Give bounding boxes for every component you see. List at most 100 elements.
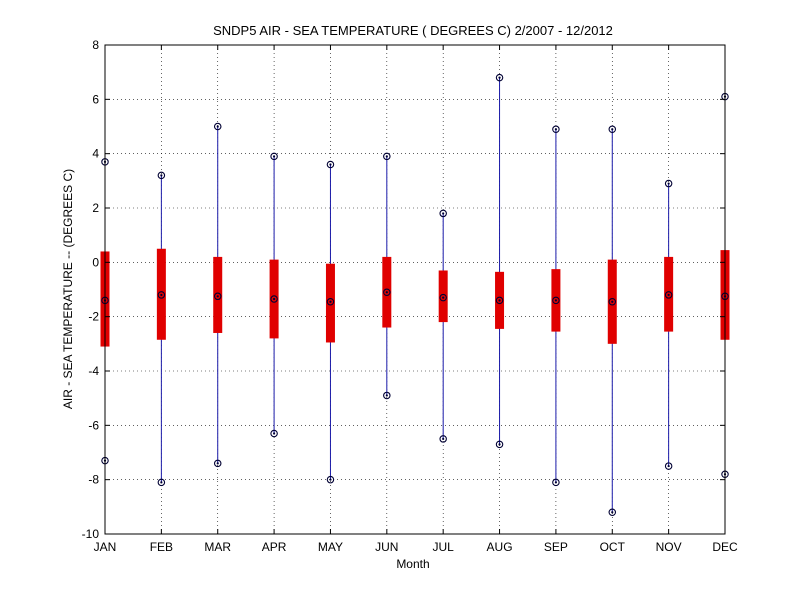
median-marker-dot (216, 295, 219, 298)
x-tick-label: MAR (204, 540, 231, 554)
y-tick-label: 0 (92, 255, 99, 269)
median-marker-dot (554, 299, 558, 302)
median-marker-dot (329, 300, 332, 303)
max-marker (157, 171, 166, 180)
max-marker (552, 125, 560, 133)
x-tick-label: JUN (375, 540, 398, 554)
median-marker-dot (442, 296, 445, 299)
min-marker-dot (442, 437, 445, 441)
axis-ticks: -10 -8 -6 -4 -2 0 2 4 6 8 JAN FEB MAR APR MAY JUN JUL AUG… (82, 38, 738, 554)
median-marker-dot (160, 293, 163, 297)
min-marker-dot (611, 511, 614, 514)
y-tick-label: -6 (88, 418, 99, 432)
min-marker (495, 440, 504, 449)
max-marker (213, 122, 222, 131)
x-tick-label: SEP (544, 540, 568, 554)
median-marker-dot (498, 299, 501, 302)
max-marker (495, 73, 504, 82)
x-tick-label: JUL (433, 540, 455, 554)
max-marker (439, 209, 447, 218)
boxplot-apr (269, 152, 279, 438)
y-tick-label: 8 (92, 38, 99, 52)
max-marker (608, 125, 617, 133)
min-marker (552, 478, 560, 487)
plot-area (100, 73, 730, 517)
iqr-box (438, 270, 448, 323)
median-marker (270, 295, 278, 303)
y-tick-label: 2 (92, 201, 99, 215)
y-tick-label: 4 (92, 147, 99, 161)
max-marker-dot (272, 155, 276, 158)
max-marker-dot (611, 128, 614, 131)
median-marker (213, 292, 222, 301)
x-tick-label: JAN (94, 540, 117, 554)
y-axis-label: AIR - SEA TEMPERATURE -- (DEGREES C) (61, 169, 75, 409)
boxplot-sep (551, 125, 561, 487)
y-tick-label: -2 (88, 310, 99, 324)
min-marker-dot (385, 394, 388, 397)
max-marker-dot (554, 128, 558, 131)
median-marker (157, 291, 166, 299)
x-tick-label: MAY (318, 540, 343, 554)
median-marker (326, 297, 335, 306)
boxplot-feb (156, 171, 166, 487)
max-marker-dot (385, 155, 388, 158)
y-tick-label: -10 (82, 527, 100, 541)
iqr-box (213, 256, 223, 333)
min-marker-dot (216, 462, 219, 465)
min-marker (157, 478, 166, 487)
median-marker-dot (385, 291, 388, 294)
min-marker (439, 435, 447, 443)
max-marker-dot (160, 174, 163, 177)
min-marker (383, 391, 391, 400)
boxplot-mar (213, 122, 223, 468)
boxplot-may (325, 160, 335, 484)
x-tick-label: DEC (712, 540, 738, 554)
median-marker (383, 288, 391, 296)
median-marker-dot (667, 293, 670, 297)
max-marker-dot (442, 212, 445, 215)
max-marker-dot (498, 76, 501, 79)
x-axis-label: Month (396, 557, 429, 571)
min-marker (608, 508, 617, 517)
max-marker (326, 160, 335, 169)
boxplot-oct (607, 125, 617, 517)
max-marker (270, 152, 278, 161)
y-tick-label: 6 (92, 92, 99, 106)
chart-title: SNDP5 AIR - SEA TEMPERATURE ( DEGREES C)… (213, 23, 613, 38)
min-marker-dot (498, 443, 501, 446)
min-marker-dot (554, 481, 558, 484)
max-marker-dot (329, 163, 332, 166)
x-tick-label: APR (262, 540, 287, 554)
median-marker (664, 291, 673, 299)
max-marker (383, 152, 391, 161)
min-marker-dot (329, 478, 332, 481)
median-marker (495, 296, 504, 305)
min-marker (664, 462, 673, 470)
median-marker (552, 296, 560, 305)
max-marker-dot (667, 182, 670, 185)
min-marker-dot (272, 432, 276, 435)
iqr-box (325, 263, 335, 343)
min-marker (326, 475, 335, 484)
x-tick-label: OCT (600, 540, 626, 554)
min-marker-dot (667, 464, 670, 468)
x-tick-label: NOV (656, 540, 682, 554)
y-tick-label: -4 (88, 364, 99, 378)
max-marker (664, 179, 673, 188)
median-marker-dot (611, 300, 614, 303)
median-marker (608, 297, 617, 306)
y-tick-label: -8 (88, 473, 99, 487)
min-marker-dot (160, 481, 163, 484)
x-tick-label: AUG (487, 540, 513, 554)
boxplot-jun (382, 152, 392, 400)
axes-frame (104, 44, 726, 535)
boxplot-jul (438, 209, 448, 443)
median-marker-dot (272, 297, 276, 301)
max-marker-dot (216, 125, 219, 128)
x-tick-label: FEB (150, 540, 173, 554)
boxplot-aug (495, 73, 505, 449)
min-marker (270, 429, 278, 438)
